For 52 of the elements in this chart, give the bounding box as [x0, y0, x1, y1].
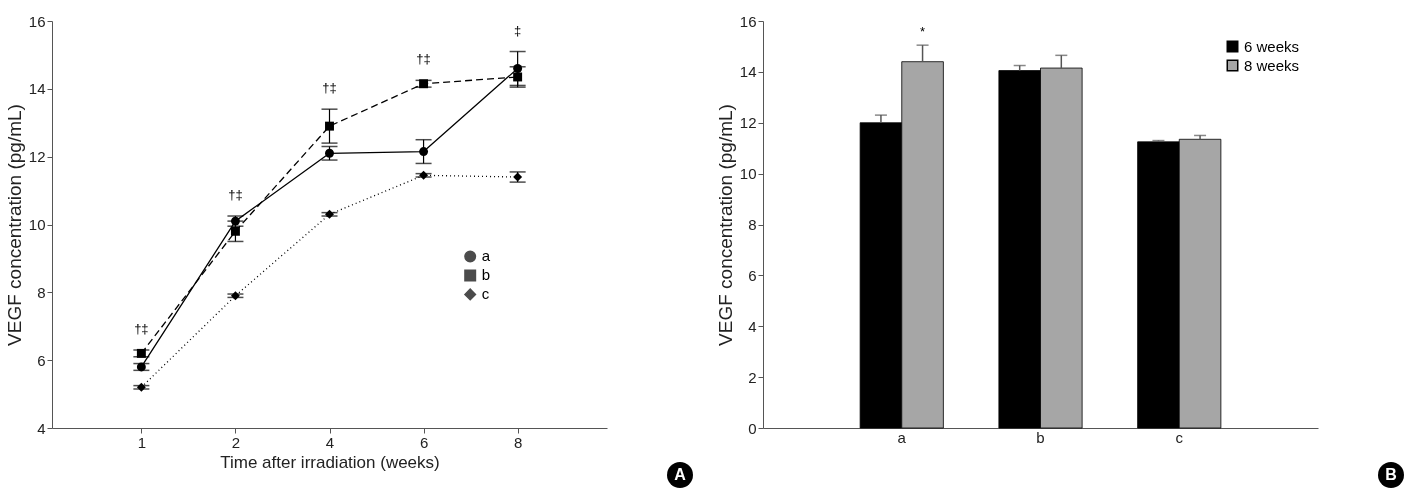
- legend-label: 6 weeks: [1244, 37, 1300, 55]
- x-tick-label: a: [897, 428, 907, 446]
- x-tick-label: 2: [231, 433, 241, 451]
- point: [230, 216, 240, 226]
- point: [513, 172, 523, 182]
- text: A: [667, 462, 693, 488]
- y-tick-label: 14: [739, 63, 757, 81]
- point: [136, 362, 146, 372]
- point: [136, 348, 146, 358]
- point: [419, 147, 429, 157]
- x-axis-title: Time after irradiation (weeks): [220, 452, 440, 472]
- x-tick-label: 4: [325, 433, 335, 451]
- y-tick-label: 8: [37, 283, 46, 301]
- y-tick-label: 14: [28, 80, 46, 98]
- text: B: [1378, 462, 1404, 488]
- annotation: †‡: [416, 51, 431, 67]
- y-tick-label: 6: [748, 266, 757, 284]
- x-tick-label: 1: [137, 433, 147, 451]
- y-tick-label: 0: [748, 419, 757, 437]
- y-axis-title: VEGF concentration (pg/mL): [714, 104, 736, 346]
- point: [325, 121, 334, 131]
- point: [513, 64, 523, 73]
- point: [513, 72, 523, 82]
- y-axis-title: VEGF concentration (pg/mL): [3, 104, 25, 346]
- y-tick-label: 2: [748, 368, 757, 386]
- point: [136, 382, 146, 392]
- y-tick-label: 10: [28, 216, 46, 233]
- annotation: †‡: [134, 320, 149, 336]
- legend-label: b: [481, 266, 491, 284]
- annotation: ‡: [514, 22, 522, 38]
- legend-label: 8 weeks: [1244, 56, 1300, 74]
- annotation: *: [920, 24, 926, 40]
- y-tick-label: 16: [28, 12, 46, 30]
- point: [230, 226, 240, 236]
- y-tick-label: 16: [739, 12, 757, 30]
- annotation: †‡: [322, 80, 337, 96]
- y-tick-label: 10: [739, 165, 757, 183]
- x-tick-label: 6: [419, 433, 429, 451]
- point: [419, 79, 429, 89]
- legend-label: a: [481, 247, 491, 265]
- y-tick-label: 12: [739, 114, 757, 132]
- y-tick-label: 12: [28, 148, 46, 166]
- y-tick-label: 8: [748, 216, 757, 233]
- x-tick-label: b: [1036, 428, 1045, 446]
- x-tick-label: c: [1175, 428, 1184, 446]
- y-tick-label: 6: [37, 351, 46, 369]
- point: [419, 170, 429, 180]
- annotation: †‡: [228, 187, 243, 203]
- legend-label: c: [481, 285, 490, 303]
- point: [230, 291, 240, 301]
- x-tick-label: 8: [513, 433, 523, 451]
- y-tick-label: 4: [748, 317, 757, 335]
